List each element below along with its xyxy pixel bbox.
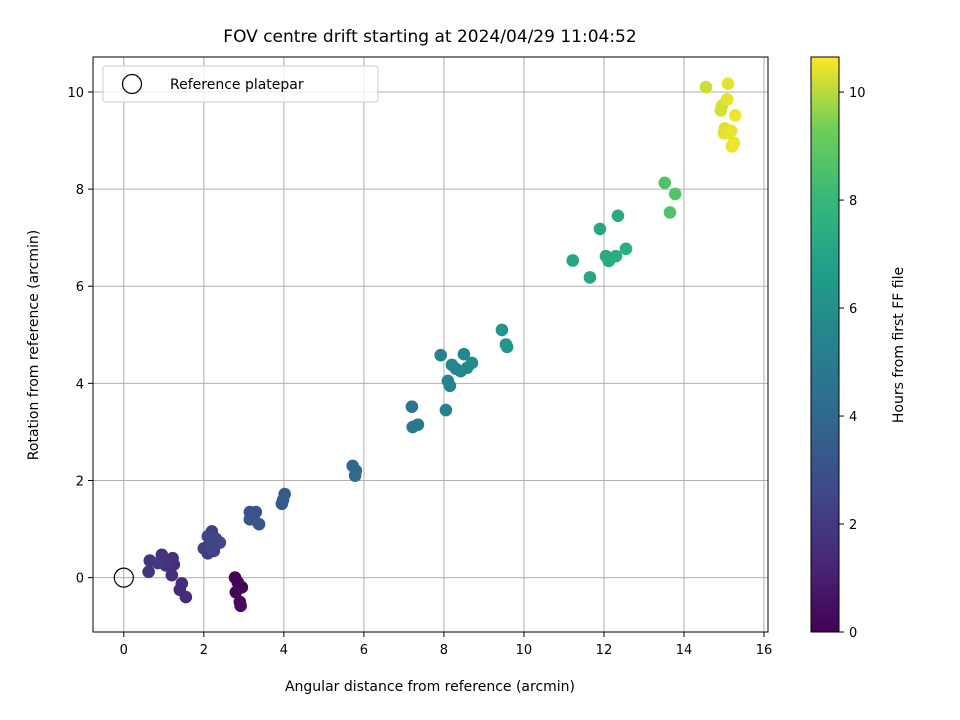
data-point: [234, 599, 247, 613]
x-tick-label: 4: [280, 643, 288, 658]
data-point: [405, 400, 419, 413]
x-tick-label: 8: [440, 643, 448, 658]
data-point: [728, 108, 742, 122]
y-tick-label: 4: [76, 377, 84, 392]
data-point: [348, 469, 362, 482]
data-point: [495, 323, 509, 337]
data-point: [668, 187, 682, 201]
reference-platepar-marker: [113, 567, 134, 588]
data-point: [611, 209, 625, 223]
data-point: [457, 347, 471, 361]
plot-frame: [92, 56, 769, 633]
x-tick-label: 14: [676, 643, 693, 658]
data-point: [443, 379, 457, 393]
data-point: [276, 493, 290, 507]
data-point: [411, 418, 425, 431]
data-point: [593, 222, 607, 236]
data-point: [252, 517, 266, 531]
data-point: [173, 583, 187, 597]
colorbar-label: Hours from first FF file: [891, 267, 907, 423]
data-point: [142, 565, 155, 579]
colorbar-tick-label: 0: [849, 626, 857, 641]
data-point: [583, 271, 597, 284]
x-tick-label: 10: [516, 643, 533, 658]
legend-label: Reference platepar: [170, 77, 304, 93]
grid: [93, 57, 768, 632]
data-points: [113, 77, 742, 613]
y-tick-label: 6: [76, 280, 84, 295]
x-tick-label: 2: [200, 643, 208, 658]
data-point: [658, 176, 672, 190]
colorbar-tick-label: 6: [849, 302, 857, 317]
colorbar-tick-label: 2: [849, 518, 857, 533]
data-point: [721, 77, 735, 91]
legend-reference-marker: [121, 73, 143, 95]
colorbar-ticks: 0 2 4 6 8 10: [839, 86, 866, 641]
data-point: [663, 206, 677, 219]
chart-title: FOV centre drift starting at 2024/04/29 …: [223, 27, 636, 47]
colorbar-tick-label: 10: [849, 86, 866, 101]
x-tick-label: 0: [120, 643, 128, 658]
y-tick-label: 2: [76, 474, 84, 489]
x-axis-ticks: 0 2 4 6 8 10 12 14 16: [120, 632, 773, 658]
x-axis-label: Angular distance from reference (arcmin): [285, 679, 575, 695]
data-point: [720, 92, 734, 106]
data-point: [619, 242, 633, 256]
colorbar-tick-label: 4: [849, 410, 857, 425]
y-tick-label: 8: [76, 183, 84, 198]
data-point: [204, 541, 218, 554]
data-point: [727, 136, 741, 150]
y-tick-label: 10: [67, 86, 84, 101]
colorbar: 0 2 4 6 8 10 Hours from first FF file: [810, 56, 907, 641]
data-point: [439, 403, 453, 417]
data-point: [609, 249, 623, 263]
legend: Reference platepar: [102, 65, 379, 103]
x-tick-label: 12: [596, 643, 613, 658]
data-point: [201, 530, 215, 543]
data-point: [465, 356, 479, 370]
colorbar-tick-label: 8: [849, 194, 857, 209]
data-point: [151, 556, 165, 570]
data-point: [566, 254, 580, 267]
data-point: [699, 80, 713, 94]
legend-box: [102, 65, 379, 103]
data-point: [165, 568, 179, 582]
colorbar-gradient: [810, 56, 840, 633]
data-point: [500, 340, 514, 354]
data-point: [724, 124, 738, 138]
y-axis-label: Rotation from reference (arcmin): [26, 230, 42, 460]
data-point: [434, 348, 448, 362]
x-tick-label: 16: [756, 643, 773, 658]
y-tick-label: 0: [76, 572, 84, 587]
x-tick-label: 6: [360, 643, 368, 658]
data-point: [229, 585, 243, 599]
y-axis-ticks: 0 2 4 6 8 10: [67, 86, 93, 587]
